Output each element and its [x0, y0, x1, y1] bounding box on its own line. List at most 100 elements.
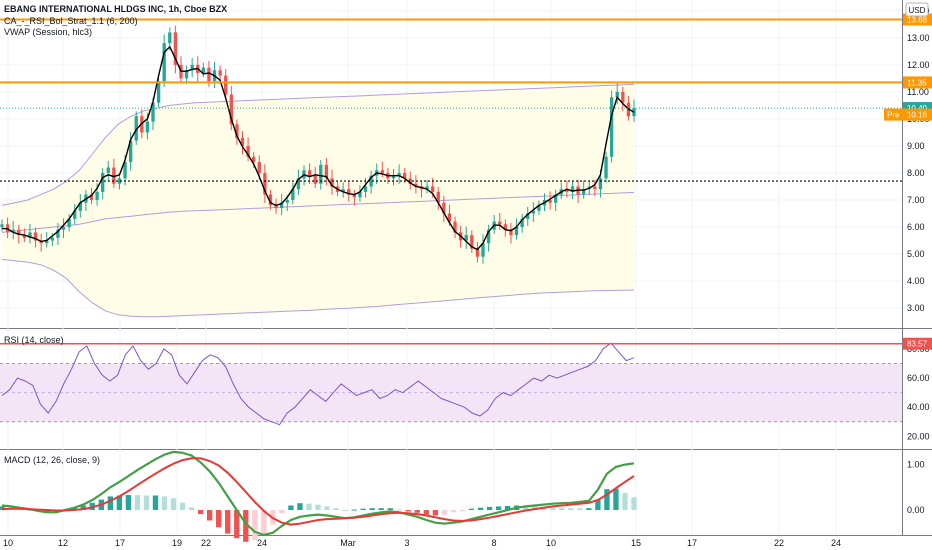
candle-body — [274, 205, 278, 209]
level-tag — [903, 76, 932, 89]
candle-body — [307, 170, 312, 176]
macd-histogram-bar — [604, 489, 610, 511]
candle-body — [453, 221, 457, 233]
macd-line — [1, 450, 635, 537]
price-tick-label: 12.00 — [907, 60, 930, 70]
macd-tick-label: 0.00 — [907, 505, 925, 515]
macd-histogram-bar — [387, 508, 393, 511]
candle-body — [101, 172, 105, 192]
price-tick-label: 5.00 — [907, 249, 925, 259]
macd-histogram-bar — [252, 510, 258, 540]
macd-histogram-bar — [161, 496, 168, 511]
pre-value-label: 10.16 — [907, 111, 928, 120]
macd-histogram-bar — [188, 507, 195, 511]
candle-body — [257, 162, 261, 173]
rsi-level-label: 83.57 — [907, 340, 928, 349]
candle-body — [28, 232, 32, 238]
candle-body — [330, 178, 334, 187]
candle-body — [531, 210, 535, 214]
macd-histogram-bar — [468, 508, 475, 511]
candle-body — [207, 67, 211, 82]
candle-body — [61, 227, 66, 230]
candle-body — [45, 240, 49, 244]
candle-body — [565, 189, 569, 192]
x-tick-label: 17 — [687, 538, 697, 548]
macd-histogram-bar — [369, 508, 375, 511]
candle-body — [22, 235, 27, 238]
macd-histogram-bar — [441, 510, 448, 515]
rsi-tick-label: 20.00 — [907, 431, 930, 441]
candle-body — [291, 189, 295, 200]
price-tick-label: 9.00 — [907, 141, 925, 151]
candle-body — [352, 194, 357, 198]
candle-body — [89, 194, 94, 200]
x-tick-label: 10 — [546, 538, 556, 548]
candle-body — [50, 237, 54, 241]
x-tick-label: 3 — [404, 538, 409, 548]
pre-tag-label: Pre — [887, 111, 900, 120]
rsi-level-tag — [903, 337, 932, 350]
currency-badge[interactable] — [905, 2, 929, 17]
candle-body — [151, 102, 155, 122]
x-tick-label: 22 — [201, 538, 211, 548]
candle-body — [609, 97, 614, 157]
candle-body — [598, 178, 603, 190]
candle-body — [537, 205, 541, 211]
macd-histogram-bar — [179, 502, 186, 511]
candle-body — [593, 186, 597, 190]
chart-title: EBANG INTERNATIONAL HLDGS INC, 1h, Cboe … — [4, 4, 227, 14]
macd-histogram-bar — [44, 510, 50, 513]
candle-body — [296, 178, 301, 190]
x-tick-label: 15 — [631, 538, 641, 548]
macd-histogram-bar — [306, 503, 312, 511]
candle-body — [67, 218, 71, 228]
signal-line — [1, 457, 635, 526]
candle-body — [341, 189, 345, 192]
macd-histogram-bar — [351, 509, 357, 511]
macd-histogram-bar — [26, 510, 32, 512]
macd-histogram-bar — [315, 504, 321, 511]
candle-body — [380, 170, 384, 173]
candle-body — [397, 172, 401, 176]
candle-body — [156, 81, 161, 103]
macd-histogram-bar — [450, 510, 457, 513]
candle-body — [285, 199, 289, 203]
vwap-mid-line — [1, 191, 635, 233]
rsi-tick-label: 40.00 — [907, 402, 930, 412]
vwap-lower-line — [1, 258, 635, 318]
candle-body — [526, 213, 530, 219]
candle-body — [246, 145, 250, 157]
candle-body — [621, 91, 625, 103]
pre-tag — [884, 108, 932, 121]
candle-body — [0, 224, 4, 228]
macd-histogram-bar — [432, 510, 439, 516]
candle-body — [481, 243, 485, 257]
currency-label: USD — [909, 6, 926, 15]
x-tick-label: 24 — [831, 538, 841, 548]
candle-body — [252, 156, 256, 163]
macd-histogram-bar — [622, 492, 628, 511]
macd-histogram-bar — [522, 505, 529, 511]
candle-body — [470, 235, 474, 249]
level-tag-label: 11.35 — [907, 78, 927, 87]
price-tick-label: 4.00 — [907, 276, 925, 286]
candle-body — [498, 221, 502, 225]
macd-histogram-bar — [279, 510, 285, 514]
macd-histogram-bar — [170, 498, 177, 511]
x-tick-label: Mar — [340, 538, 356, 548]
candle-body — [425, 186, 429, 190]
candle-body — [224, 75, 228, 95]
macd-histogram-bar — [125, 495, 132, 511]
x-tick-label: 10 — [3, 538, 13, 548]
macd-histogram-bar — [143, 495, 150, 511]
price-tick-label: 13.00 — [907, 33, 930, 43]
candle-body — [369, 175, 373, 187]
candle-body — [17, 229, 21, 236]
x-tick-label: 22 — [774, 538, 784, 548]
macd-histogram-bar — [333, 508, 339, 511]
macd-histogram-bar — [297, 503, 303, 511]
rsi-title: RSI (14, close) — [4, 335, 64, 345]
x-tick-label: 17 — [115, 538, 125, 548]
candle-body — [403, 172, 407, 179]
macd-histogram-bar — [477, 507, 484, 511]
